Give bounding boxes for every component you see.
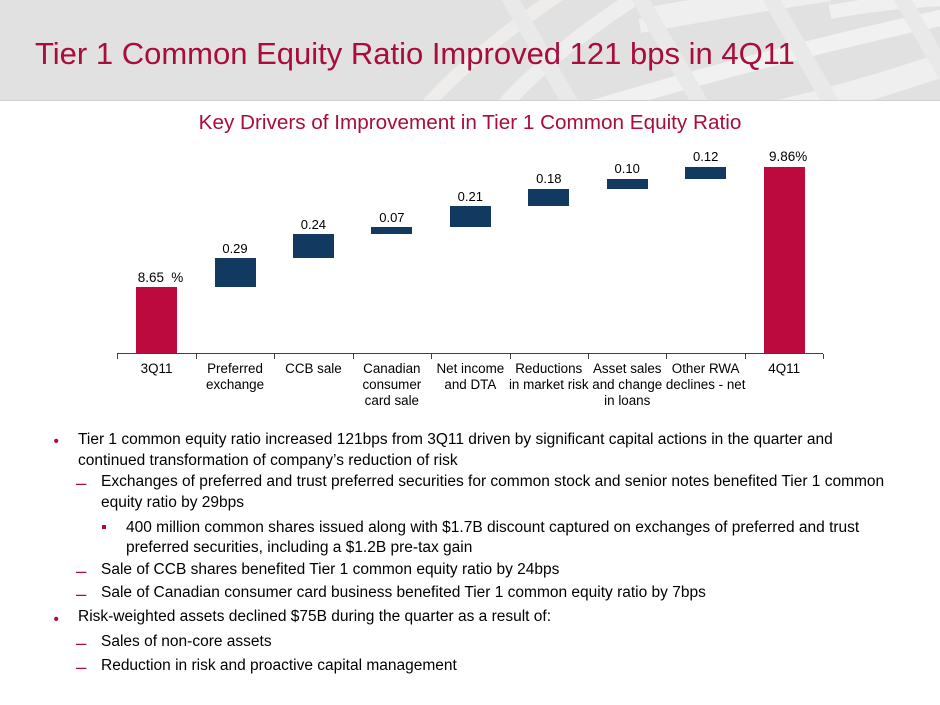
bullet-item: – Reduction in risk and proactive capital… (0, 656, 940, 677)
bullet-text: Tier 1 common equity ratio increased 121… (78, 430, 833, 469)
bar-value-label: 0.12 (693, 149, 719, 165)
bar-value-label: 0.18 (536, 171, 562, 186)
bullet-marker: – (76, 560, 87, 582)
bar-canadian (371, 227, 413, 235)
category-label: Other RWA declines - net (665, 361, 746, 392)
slide-title: Tier 1 Common Equity Ratio Improved 121 … (35, 36, 795, 71)
bar-value-label: 9.86% (768, 149, 808, 165)
category-label: Canadian consumer card sale (362, 361, 422, 408)
x-axis-line (117, 353, 824, 354)
bar-value-label: 0.10 (614, 161, 640, 176)
category-label: Asset sales and change in loans (592, 361, 663, 408)
category-label: 3Q11 (140, 361, 173, 376)
bullet-item: • Risk-weighted assets declined $75B duri… (0, 607, 940, 628)
bullet-marker: – (76, 655, 87, 677)
bar-3q11 (136, 287, 177, 353)
bar-preferred (214, 258, 256, 288)
bar-value-label: 0.29 (222, 240, 248, 256)
bullet-text: Sales of non-core assets (101, 633, 272, 651)
x-axis-tick (274, 354, 276, 359)
x-axis-tick (666, 354, 668, 359)
bar-asset-sales (606, 178, 648, 189)
bullet-text: Reduction in risk and proactive capital … (101, 656, 457, 674)
bullet-item: – Sale of CCB shares benefited Tier 1 com… (0, 560, 940, 582)
bar-value-label: 0.07 (379, 209, 405, 225)
category-label: Preferred exchange (206, 361, 265, 392)
x-axis-tick (431, 354, 433, 359)
x-axis-tick (117, 354, 119, 359)
waterfall-chart: 8.65 % 3Q11 0.29 Preferred exchange 0.24 CCB … (117, 149, 825, 408)
bullet-marker: – (76, 471, 87, 493)
chart-title: Key Drivers of Improvement in Tier 1 Com… (198, 110, 742, 134)
bar-value-label: 0.24 (300, 216, 327, 232)
bullet-item: – Sales of non-core assets (0, 632, 940, 654)
bullet-item: – Sale of Canadian consumer card business… (0, 583, 940, 604)
category-label: Net income and DTA (436, 361, 505, 392)
category-label: Reductions in market risk (508, 361, 589, 392)
bar-value-label: 8.65 % (137, 269, 184, 285)
x-axis-tick (195, 354, 197, 359)
bullet-marker: – (76, 583, 87, 605)
bullet-item: • Tier 1 common equity ratio increased 12… (0, 430, 940, 472)
bar-value-label: 0.21 (457, 188, 483, 204)
bar-net-income (449, 206, 491, 228)
bullet-text: Risk-weighted assets declined $75B durin… (78, 608, 552, 626)
bullet-item: – Exchanges of preferred and trust prefer… (0, 472, 940, 514)
bar-reductions (528, 188, 570, 207)
bullet-text: Exchanges of preferred and trust preferr… (101, 472, 885, 511)
category-label: 4Q11 (768, 361, 801, 376)
x-axis-tick (509, 354, 511, 359)
bullet-marker: • (53, 433, 59, 451)
x-axis-tick (588, 354, 589, 359)
bullet-item: ▪ 400 million common shares issued along … (0, 518, 940, 560)
bullet-text: Sale of CCB shares benefited Tier 1 comm… (101, 561, 560, 579)
bar-ccb-sale (292, 234, 334, 259)
bullet-text: 400 million common shares issued along w… (126, 518, 860, 557)
category-label: CCB sale (285, 361, 342, 376)
bullet-marker: ▪ (101, 524, 107, 530)
bar-4q11 (763, 166, 805, 353)
bar-other-rwa (685, 166, 727, 179)
x-axis-tick (823, 354, 825, 359)
x-axis-tick (744, 354, 746, 359)
x-axis-tick (352, 354, 354, 359)
bullet-marker: • (53, 610, 59, 628)
bullet-marker: – (76, 632, 87, 654)
bullet-list: • Tier 1 common equity ratio increased 12… (0, 430, 940, 677)
bullet-text: Sale of Canadian consumer card business … (101, 584, 706, 602)
